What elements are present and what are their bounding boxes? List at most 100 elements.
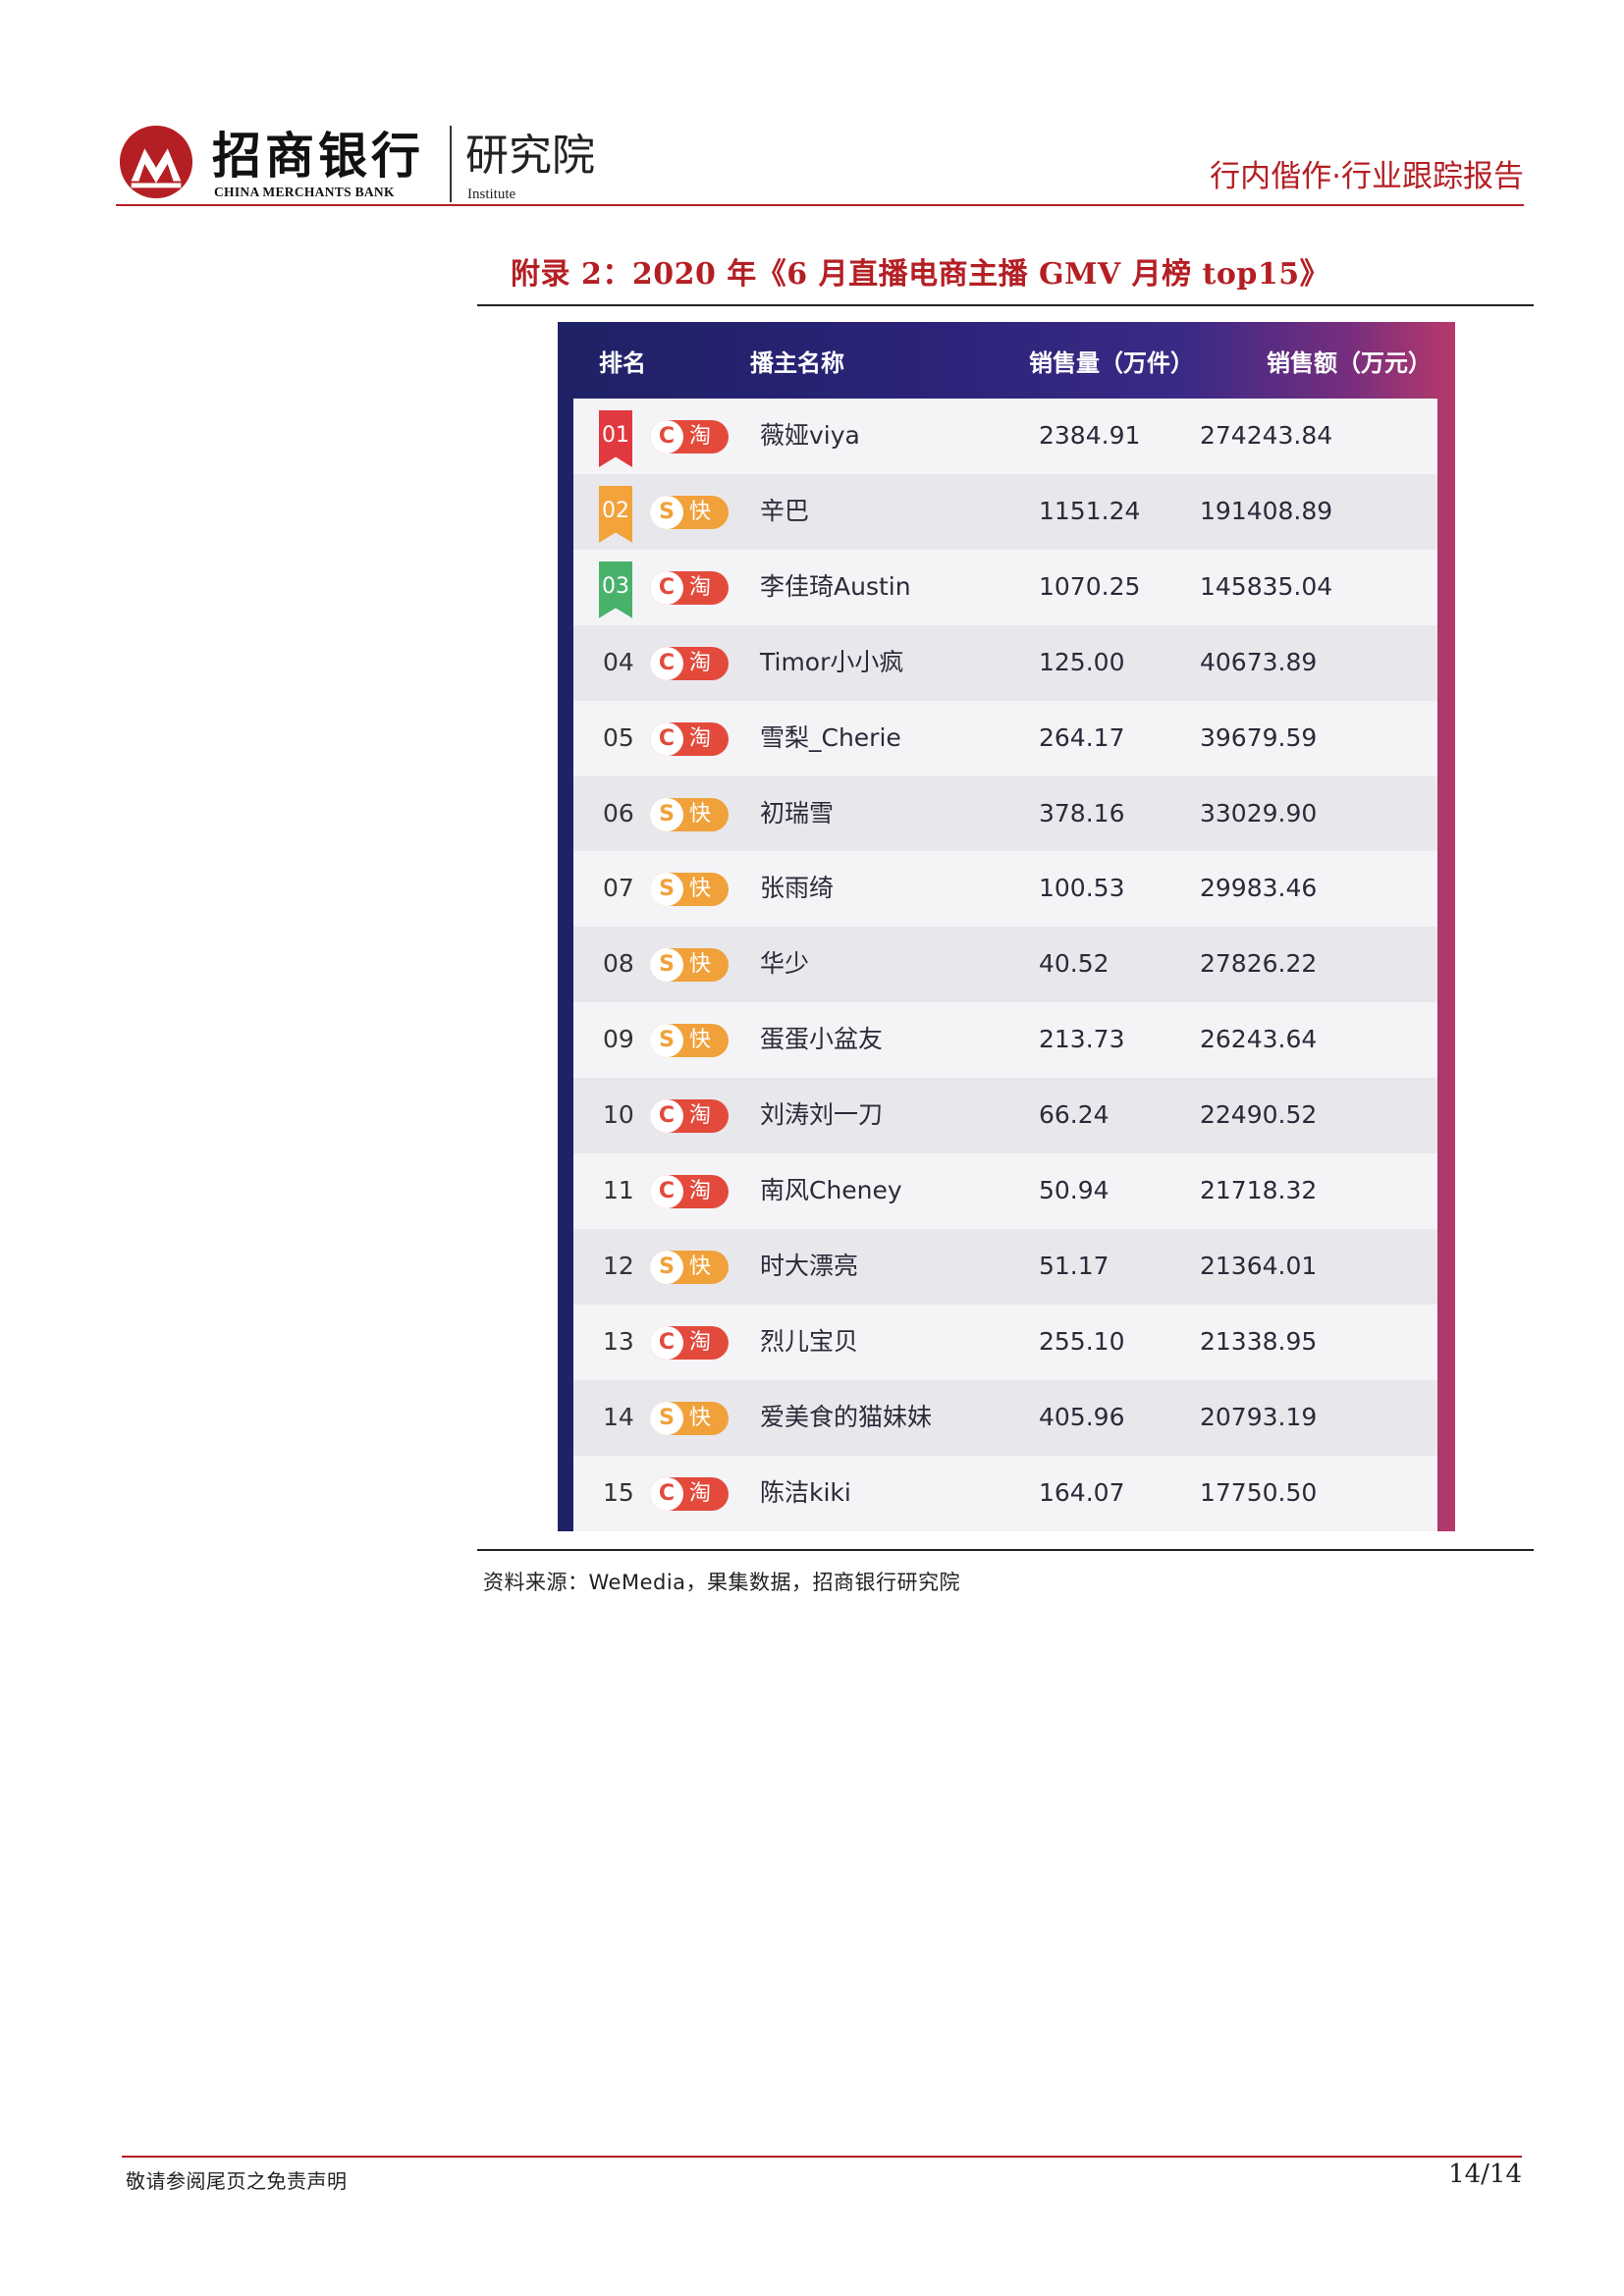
platform-logo-glyph: S [659, 1028, 675, 1053]
platform-logo-glyph: C [658, 725, 676, 751]
table-row: 05 C 淘 雪梨_Cherie 264.17 39679.59 [573, 701, 1437, 776]
col-volume-header: 销售量（万件） [1029, 349, 1194, 377]
rank-ribbon-icon: 03 [599, 561, 632, 618]
streamer-name: 李佳琦Austin [760, 571, 911, 601]
table-header: 排名 播主名称 销售量（万件） 销售额（万元） [558, 322, 1455, 399]
platform-logo-glyph: C [658, 1480, 676, 1506]
streamer-name: 雪梨_Cherie [760, 722, 901, 752]
sales-volume: 66.24 [1039, 1100, 1110, 1130]
platform-logo-circle: C [650, 1476, 683, 1511]
streamer-name: 初瑞雪 [760, 798, 835, 828]
sales-volume: 125.00 [1039, 647, 1125, 676]
table-row: 14 S 快 爱美食的猫妹妹 405.96 20793.19 [573, 1379, 1437, 1456]
rank: 10 [603, 1100, 634, 1130]
header-rule [116, 204, 1524, 206]
platform-logo-circle: C [650, 1325, 683, 1360]
platform-logo-circle: S [650, 1024, 683, 1058]
table-row: 07 S 快 张雨绮 100.53 29983.46 [573, 851, 1437, 927]
rank: 02 [602, 498, 629, 523]
platform-label: 快 [689, 877, 712, 902]
rank: 15 [603, 1477, 634, 1507]
sales-volume: 213.73 [1039, 1025, 1125, 1054]
rank-ribbon-icon: 01 [599, 410, 632, 467]
sales-amount: 20793.19 [1200, 1402, 1318, 1431]
rank: 06 [603, 798, 634, 828]
rank: 07 [603, 874, 634, 903]
platform-logo-circle: S [650, 873, 683, 907]
rank: 13 [603, 1326, 634, 1356]
bank-name-cn: 招商银行 [212, 127, 424, 185]
table-row: 06 S 快 初瑞雪 378.16 33029.90 [573, 775, 1437, 852]
platform-logo-circle: C [650, 721, 683, 756]
sales-amount: 27826.22 [1200, 949, 1318, 979]
table-row: 08 S 快 华少 40.52 27826.22 [573, 927, 1437, 1003]
platform-label: 淘 [689, 574, 712, 600]
sales-volume: 164.07 [1039, 1477, 1125, 1507]
rank: 05 [603, 722, 634, 752]
platform-logo-circle: C [650, 420, 683, 454]
platform-logo-glyph: S [659, 1254, 675, 1279]
platform-logo-glyph: S [659, 499, 675, 524]
platform-logo-glyph: C [658, 424, 676, 449]
platform-label: 快 [689, 1405, 712, 1430]
table-row: 02 S 快 辛巴 1151.24 191408.89 [573, 473, 1437, 550]
col-rank-header: 排名 [599, 349, 646, 377]
cmb-logo-icon [119, 125, 193, 199]
page-number: 14/14 [1448, 2160, 1522, 2189]
sales-amount: 29983.46 [1200, 874, 1318, 903]
platform-logo-circle: C [650, 1099, 683, 1134]
platform-logo-circle: S [650, 948, 683, 983]
platform-label: 快 [689, 1254, 712, 1279]
figure-title: 附录 2：2020 年《6 月直播电商主播 GMV 月榜 top15》 [511, 257, 1330, 292]
table-row: 12 S 快 时大漂亮 51.17 21364.01 [573, 1228, 1437, 1305]
platform-label: 淘 [689, 1103, 712, 1129]
platform-logo-circle: C [650, 1175, 683, 1208]
sales-amount: 274243.84 [1200, 421, 1333, 450]
sales-volume: 100.53 [1039, 874, 1125, 903]
sales-amount: 21338.95 [1200, 1326, 1318, 1356]
platform-label: 快 [689, 952, 712, 978]
ranking-image: 排名 播主名称 销售量（万件） 销售额（万元） 01 C 淘薇娅viya 2384.9… [558, 322, 1455, 1531]
table-row: 03 C 淘 李佳琦Austin 1070.25 145835.04 [573, 550, 1437, 625]
report-type: 行内偕作·行业跟踪报告 [1210, 159, 1524, 194]
bank-name-en: CHINA MERCHANTS BANK [214, 185, 395, 199]
platform-logo-glyph: C [658, 650, 676, 675]
figure-rule-top [477, 304, 1534, 306]
sales-amount: 40673.89 [1200, 647, 1318, 676]
footer-rule [122, 2156, 1522, 2158]
table-row: 10 C 淘 刘涛刘一刀 66.24 22490.52 [573, 1078, 1437, 1153]
platform-logo-glyph: C [658, 574, 676, 600]
streamer-name: 华少 [760, 949, 810, 979]
rank: 09 [603, 1025, 634, 1054]
platform-label: 快 [689, 801, 712, 827]
table-row: 01 C 淘 薇娅viya 2384.91 274243.84 [573, 399, 1437, 474]
platform-label: 淘 [689, 1329, 712, 1355]
platform-label: 淘 [689, 424, 712, 449]
sales-amount: 26243.64 [1200, 1025, 1318, 1054]
footer-disclaimer: 敬请参阅尾页之免责声明 [126, 2169, 348, 2193]
streamer-name: 张雨绮 [760, 874, 835, 903]
sales-volume: 255.10 [1039, 1326, 1125, 1356]
sales-amount: 145835.04 [1200, 571, 1333, 601]
page-header: 招商银行 CHINA MERCHANTS BANK 研究院 Institute … [116, 120, 1524, 208]
sales-amount: 39679.59 [1200, 722, 1318, 752]
platform-logo-glyph: S [659, 952, 675, 978]
streamer-name: Timor小小疯 [760, 647, 904, 676]
table-row: 15 C 淘 陈洁kiki 164.07 17750.50 [573, 1456, 1437, 1531]
streamer-name: 爱美食的猫妹妹 [760, 1402, 933, 1431]
streamer-name: 辛巴 [760, 496, 810, 525]
sales-volume: 405.96 [1039, 1402, 1125, 1431]
rank: 04 [603, 647, 634, 676]
institute-name-cn: 研究院 [465, 131, 595, 181]
